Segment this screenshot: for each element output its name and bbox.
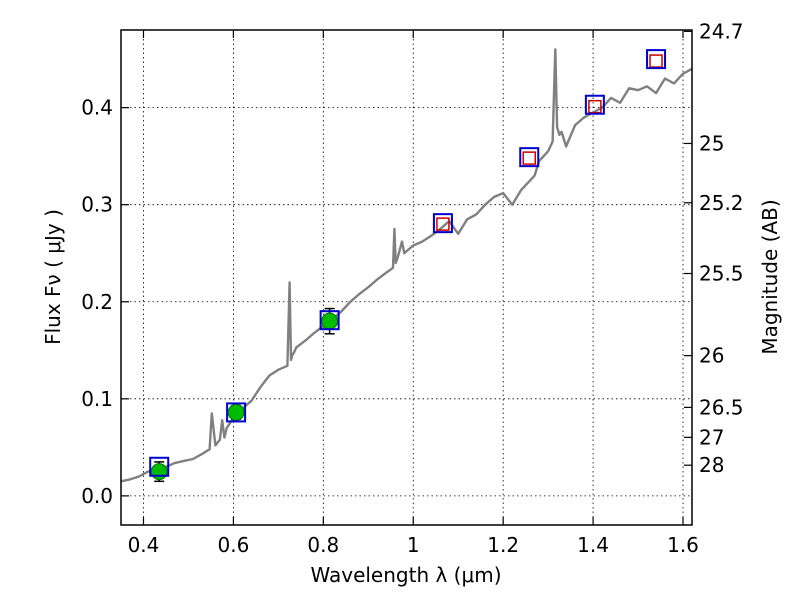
- y-tick-label: 0.3: [81, 193, 113, 217]
- magnitude-tick-label: 25: [699, 131, 724, 155]
- model-point: [226, 402, 247, 423]
- spectrum-line: [120, 48, 693, 483]
- spectrum-layer: [120, 48, 693, 483]
- observed-point: [321, 312, 339, 330]
- magnitude-tick-label: 26.5: [699, 395, 744, 419]
- plot-area-frame: [120, 29, 693, 526]
- y-tick-label: 0.2: [81, 290, 113, 314]
- magnitude-tick-label: 27: [699, 425, 724, 449]
- x-axis-label: Wavelength λ (μm): [310, 563, 501, 587]
- x-tick-label: 1.6: [667, 533, 699, 557]
- magnitude-tick-label: 28: [699, 453, 724, 477]
- y-tick-label: 0.0: [81, 484, 113, 508]
- magnitude-tick-label: 25.5: [699, 262, 744, 286]
- observed-point: [150, 463, 168, 481]
- magnitude-tick-label: 26: [699, 344, 724, 368]
- grid: [121, 30, 692, 525]
- model-point: [149, 456, 170, 477]
- predicted-point: [436, 217, 450, 231]
- magnitude-tick-label: 24.7: [699, 19, 744, 43]
- predicted-point: [649, 54, 663, 68]
- x-tick-label: 0.4: [128, 533, 160, 557]
- model-point: [319, 310, 340, 331]
- y-tick-label: 0.1: [81, 387, 113, 411]
- markers-layer: [149, 49, 667, 483]
- observed-point: [227, 403, 245, 421]
- x-tick-label: 0.8: [307, 533, 339, 557]
- y-axis-label-left: Flux Fν ( μJy ): [41, 209, 65, 345]
- model-point: [519, 147, 540, 168]
- model-point: [646, 49, 667, 70]
- predicted-point: [588, 99, 602, 114]
- ticks-layer: 0.4 0.6 0.8 1 1.2 1.4 1.6 0.0 0.1 0.2 0.3 0.4 28 27 26…: [81, 19, 743, 557]
- predicted-point: [522, 151, 536, 165]
- model-point: [432, 213, 453, 234]
- magnitude-tick-label: 25.2: [699, 191, 744, 215]
- x-tick-label: 0.6: [217, 533, 249, 557]
- model-point: [584, 94, 605, 115]
- y-axis-label-right: Magnitude (AB): [758, 199, 782, 354]
- y-tick-label: 0.4: [81, 96, 113, 120]
- x-tick-label: 1.2: [487, 533, 519, 557]
- x-tick-label: 1.4: [577, 533, 609, 557]
- x-tick-label: 1: [407, 533, 420, 557]
